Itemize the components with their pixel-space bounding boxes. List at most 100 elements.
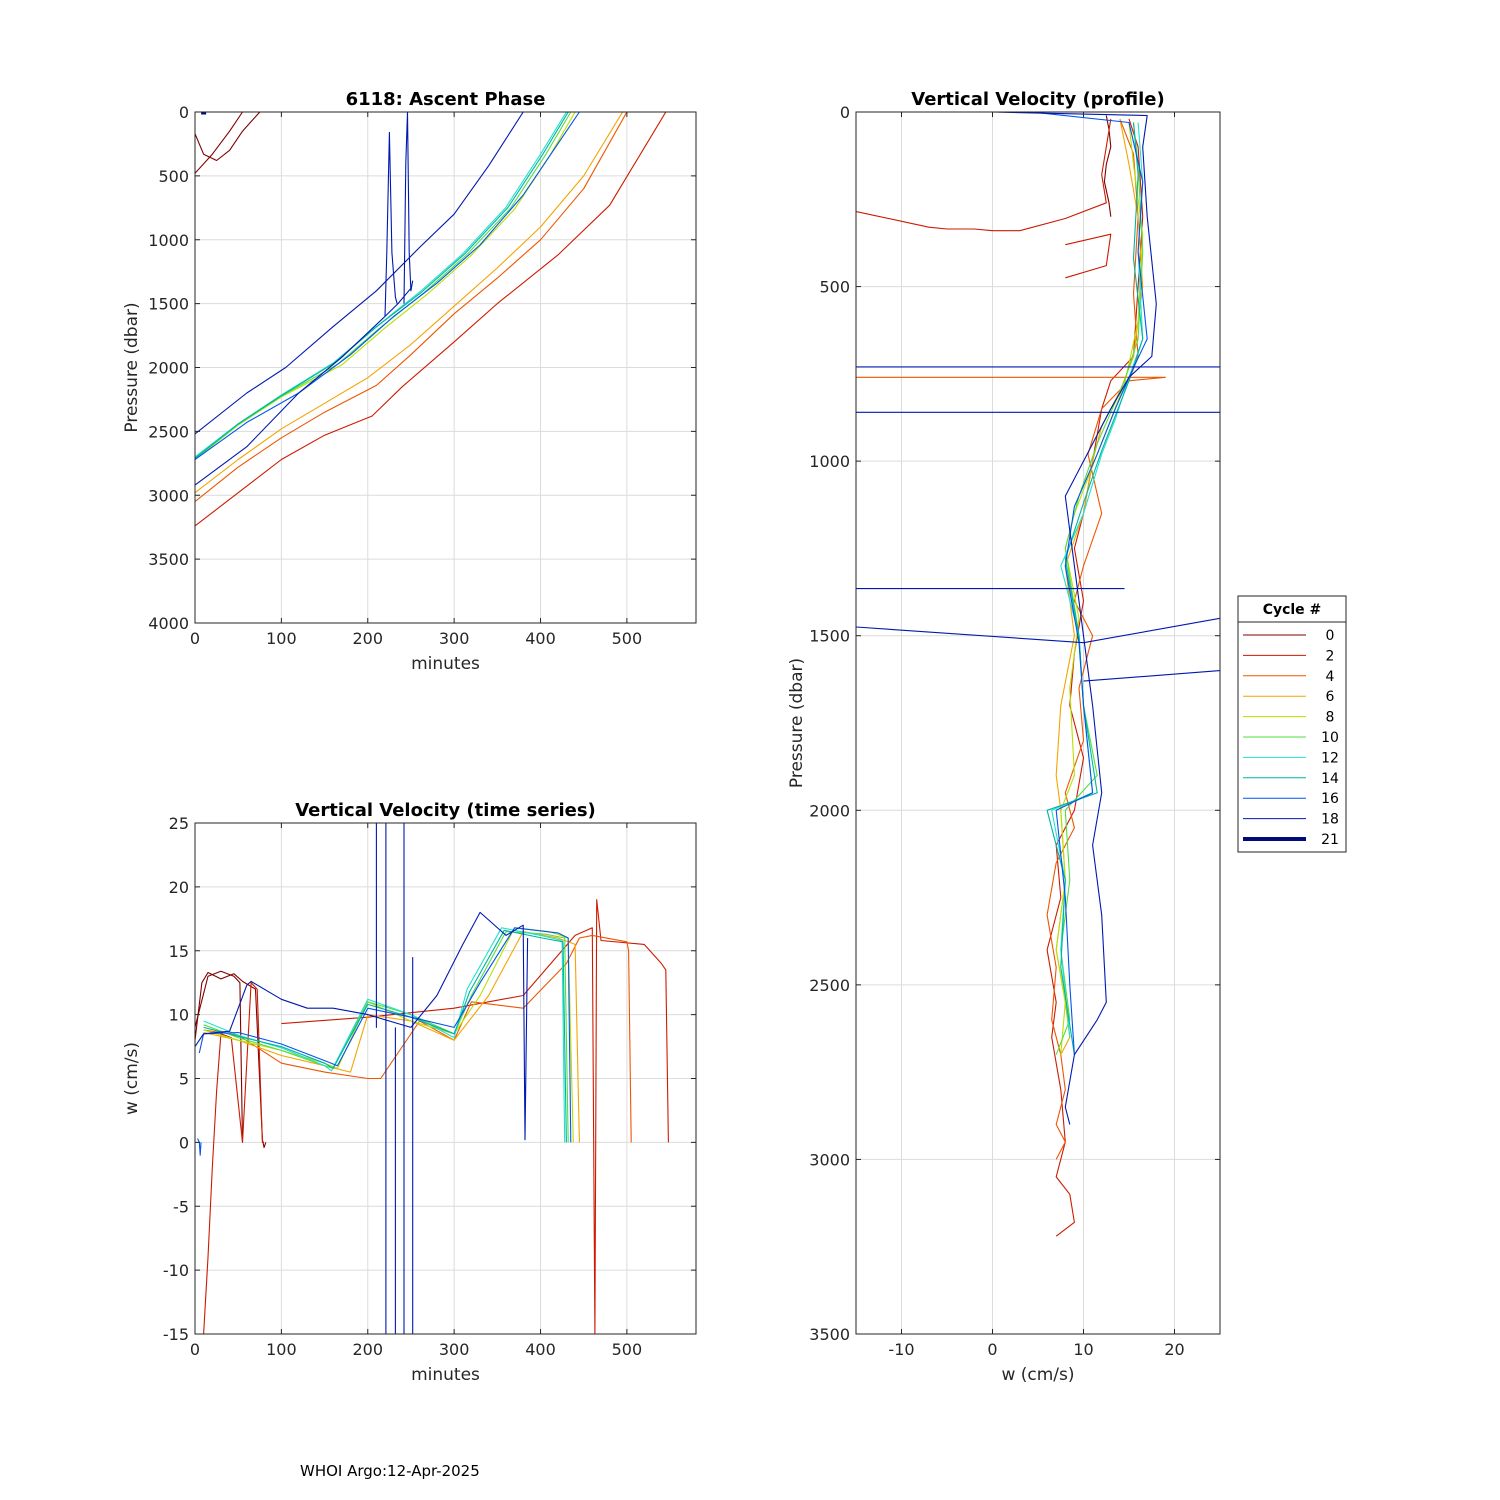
velocity-time-series-plot: 0 100 200 300 400 500 -15 -10 -5 0 5 10 15 20 25 Vertic… xyxy=(122,800,697,1385)
y-tick-label: 1500 xyxy=(809,627,850,646)
legend-label-cycle-8: 8 xyxy=(1326,710,1335,726)
x-tick-label: 10 xyxy=(1073,1340,1093,1359)
velocity-profile-plot: -10 0 10 20 0 500 1000 1500 2000 2500 3000 3500 Vert… xyxy=(787,89,1221,1385)
series-line-cycle-18 xyxy=(992,112,1157,1125)
series-line-cycle-18 xyxy=(1083,670,1220,682)
cycle-legend: Cycle # 0 2 4 6 8 10 12 14 16 18 21 xyxy=(1237,595,1347,853)
series-line-cycle-6 xyxy=(195,112,624,494)
y-tick-label: -10 xyxy=(163,1261,189,1280)
x-tick-label: 100 xyxy=(266,629,297,648)
x-axis-label: minutes xyxy=(411,1365,480,1385)
chart-title: 6118: Ascent Phase xyxy=(346,89,546,110)
y-tick-label: 0 xyxy=(840,103,850,122)
x-tick-label: -10 xyxy=(888,1340,914,1359)
series-line-cycle-14 xyxy=(195,112,569,459)
y-tick-label: 5 xyxy=(179,1070,189,1089)
series-line-cycle-2 xyxy=(1065,233,1112,279)
x-tick-label: 300 xyxy=(439,629,470,648)
legend-label-cycle-14: 14 xyxy=(1321,771,1339,787)
y-tick-label: 500 xyxy=(158,167,189,186)
x-tick-label: 400 xyxy=(525,629,556,648)
y-tick-label: 15 xyxy=(169,942,189,961)
y-axis-label: Pressure (dbar) xyxy=(122,302,142,432)
x-axis-label: w (cm/s) xyxy=(1001,1365,1074,1385)
series-line-cycle-14 xyxy=(1046,122,1144,1055)
y-tick-label: 1500 xyxy=(148,295,189,314)
y-tick-label: 3500 xyxy=(809,1325,850,1344)
series-group xyxy=(856,112,1220,1237)
y-tick-label: 1000 xyxy=(809,452,850,471)
y-tick-label: 1000 xyxy=(148,231,189,250)
y-tick-label: 2500 xyxy=(809,976,850,995)
x-tick-label: 100 xyxy=(266,1340,297,1359)
series-line-cycle-16 xyxy=(197,1138,202,1156)
x-tick-label: 0 xyxy=(987,1340,997,1359)
x-tick-label: 500 xyxy=(612,629,643,648)
series-line-cycle-12 xyxy=(1051,122,1144,1038)
series-line-cycle-18 xyxy=(384,131,398,317)
series-line-cycle-18 xyxy=(195,287,412,486)
series-line-cycle-2 xyxy=(856,118,1112,232)
y-tick-label: 0 xyxy=(179,1133,189,1152)
series-line-cycle-16 xyxy=(198,927,572,1143)
plot-area xyxy=(856,112,1220,1334)
legend-label-cycle-18: 18 xyxy=(1321,812,1339,828)
y-tick-label: -5 xyxy=(173,1197,189,1216)
legend-label-cycle-21: 21 xyxy=(1321,832,1339,848)
series-line-cycle-2 xyxy=(281,899,669,1334)
y-tick-label: -15 xyxy=(163,1325,189,1344)
series-line-cycle-18 xyxy=(195,112,524,435)
y-tick-label: 20 xyxy=(169,878,189,897)
ascent-phase-plot: 0 100 200 300 400 500 0 500 1000 1500 2000 2500 3000… xyxy=(122,89,697,674)
series-line-cycle-0 xyxy=(195,971,267,1149)
y-axis-label: Pressure (dbar) xyxy=(787,658,807,788)
chart-title: Vertical Velocity (profile) xyxy=(911,89,1165,110)
legend-label-cycle-16: 16 xyxy=(1321,791,1339,807)
legend-items: 0 2 4 6 8 10 12 14 16 18 21 xyxy=(1243,628,1339,848)
legend-label-cycle-0: 0 xyxy=(1326,628,1335,644)
series-marker-cycle-21 xyxy=(201,112,207,115)
series-line-cycle-0 xyxy=(195,112,243,174)
axes-box xyxy=(855,111,1221,1335)
series-line-cycle-0 xyxy=(195,970,244,1143)
legend-label-cycle-12: 12 xyxy=(1321,750,1339,766)
footer-credit: WHOI Argo:12-Apr-2025 xyxy=(300,1462,480,1480)
y-tick-label: 3500 xyxy=(148,550,189,569)
series-line-cycle-4 xyxy=(856,376,1166,382)
legend-box xyxy=(1237,595,1347,853)
legend-title: Cycle # xyxy=(1263,602,1322,618)
chart-title: Vertical Velocity (time series) xyxy=(295,800,596,821)
x-tick-label: 300 xyxy=(439,1340,470,1359)
legend-label-cycle-10: 10 xyxy=(1321,730,1339,746)
series-line-cycle-18 xyxy=(403,112,414,304)
y-tick-label: 4000 xyxy=(148,614,189,633)
x-tick-label: 20 xyxy=(1164,1340,1184,1359)
x-tick-label: 400 xyxy=(525,1340,556,1359)
series-line-cycle-18 xyxy=(856,617,1220,644)
series-group xyxy=(195,823,669,1334)
series-line-cycle-0 xyxy=(195,112,261,162)
y-tick-label: 2000 xyxy=(809,801,850,820)
series-line-cycle-4 xyxy=(195,112,628,503)
x-tick-label: 200 xyxy=(352,1340,383,1359)
x-axis-label: minutes xyxy=(411,654,480,674)
series-line-cycle-2 xyxy=(195,112,667,527)
series-line-cycle-16 xyxy=(1037,112,1148,1055)
series-line-cycle-16 xyxy=(195,112,580,460)
x-tick-label: 0 xyxy=(190,1340,200,1359)
y-tick-label: 25 xyxy=(169,814,189,833)
y-tick-label: 10 xyxy=(169,1006,189,1025)
y-tick-label: 0 xyxy=(179,103,189,122)
series-line-cycle-12 xyxy=(203,927,566,1143)
series-group xyxy=(195,112,667,527)
series-line-cycle-18 xyxy=(195,911,529,1141)
x-tick-label: 0 xyxy=(190,629,200,648)
x-tick-label: 500 xyxy=(612,1340,643,1359)
y-axis-label: w (cm/s) xyxy=(122,1042,142,1115)
legend-label-cycle-2: 2 xyxy=(1326,648,1335,664)
y-tick-label: 3000 xyxy=(809,1150,850,1169)
legend-label-cycle-4: 4 xyxy=(1326,669,1335,685)
y-tick-label: 500 xyxy=(819,278,850,297)
legend-label-cycle-6: 6 xyxy=(1326,689,1335,705)
